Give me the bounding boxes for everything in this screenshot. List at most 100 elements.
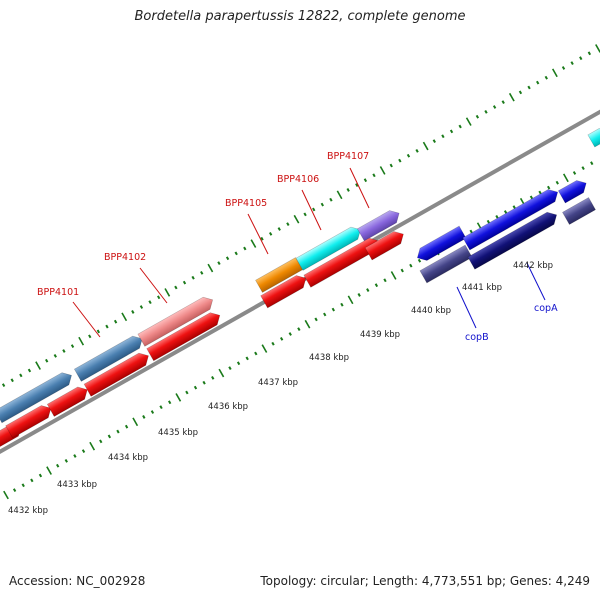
outer-ring-major-tick [465, 117, 472, 126]
gene-bpp4100b[interactable] [5, 402, 55, 439]
outer-ring-major-tick [379, 166, 386, 175]
gene-bpp4105[interactable] [255, 257, 303, 293]
gene-bpp4108[interactable] [364, 228, 407, 261]
inner-ring-minor-tick [279, 336, 284, 341]
outer-ring-minor-tick [432, 139, 436, 144]
inner-ring-minor-tick [486, 219, 491, 224]
gene-bpp4102-shape[interactable] [137, 294, 216, 347]
gene-label-bpp4101[interactable]: BPP4101 [37, 287, 79, 298]
gene-bpp4103[interactable] [146, 309, 224, 362]
inner-ring-major-tick [218, 368, 225, 378]
outer-ring-minor-tick [260, 236, 264, 241]
inner-ring-minor-tick [99, 439, 103, 444]
inner-ring-minor-tick [314, 317, 318, 322]
outer-ring-minor-tick [234, 251, 238, 256]
gene-bpp4112[interactable] [557, 177, 589, 204]
outer-ring-major-tick [207, 263, 214, 273]
inner-ring-minor-tick [124, 424, 129, 429]
gene-bpp4115-shape[interactable] [587, 125, 600, 148]
outer-ring-minor-tick [363, 178, 368, 183]
gene-label-copa[interactable]: copA [534, 303, 558, 314]
outer-ring-minor-tick [200, 271, 204, 275]
outer-ring-minor-tick [527, 85, 531, 90]
scale-label-4439: 4439 kbp [360, 330, 400, 340]
gene-bpp4107-shape[interactable] [356, 207, 402, 242]
inner-ring-minor-tick [116, 429, 120, 434]
outer-ring-minor-tick [536, 80, 540, 85]
gene-bpp4107[interactable] [356, 207, 402, 242]
gene-label-bpp4107[interactable]: BPP4107 [327, 151, 369, 162]
inner-ring-minor-tick [503, 210, 508, 214]
scale-label-4433: 4433 kbp [57, 480, 97, 490]
gene-bpp4105-shape[interactable] [255, 257, 303, 293]
gene-label-bpp4105[interactable]: BPP4105 [225, 198, 267, 209]
gene-bpp4110-shape[interactable] [414, 225, 467, 264]
inner-ring-minor-tick [56, 463, 60, 468]
gene-label-copb[interactable]: copB [465, 332, 489, 343]
gene-bpp4106[interactable] [295, 224, 364, 271]
outer-ring-minor-tick [389, 163, 393, 168]
outer-ring-major-tick [78, 336, 85, 346]
gene-bpp4104[interactable] [260, 272, 310, 309]
inner-ring-major-tick [46, 466, 52, 475]
outer-ring-minor-tick [1, 383, 6, 388]
gene-bpp4100-shape[interactable] [0, 369, 75, 424]
outer-ring-minor-tick [579, 56, 583, 61]
gene-bpp4103-shape[interactable] [146, 309, 224, 362]
gene-bpp4101-shape[interactable] [73, 333, 145, 382]
inner-ring-major-tick [562, 173, 569, 183]
outer-ring-minor-tick [518, 90, 523, 95]
inner-ring-minor-tick [202, 380, 206, 385]
gene-label-bpp4102[interactable]: BPP4102 [104, 252, 146, 263]
outer-ring-minor-tick [268, 231, 273, 236]
gene-bpp4111[interactable] [462, 186, 561, 251]
gene-bpp4111-shape[interactable] [462, 186, 561, 251]
inner-ring-minor-tick [142, 415, 146, 419]
gene-bpp4115[interactable] [587, 125, 600, 148]
gene-copa[interactable] [467, 209, 560, 270]
accession-text: Accession: NC_002928 [9, 574, 146, 588]
inner-ring-minor-tick [417, 258, 422, 263]
gene-bpp4100c-shape[interactable] [46, 384, 90, 417]
gene-bpp4100c[interactable] [46, 384, 90, 417]
gene-bpp4102[interactable] [137, 294, 216, 347]
inner-ring-minor-tick [288, 332, 292, 336]
scale-label-4435: 4435 kbp [158, 428, 198, 438]
gene-bpp4100b-shape[interactable] [5, 402, 55, 439]
gene-bpp4112-shape[interactable] [557, 177, 589, 204]
outer-ring-major-tick [595, 44, 600, 53]
inner-ring-minor-tick [572, 171, 577, 175]
outer-ring-major-tick [35, 361, 41, 370]
outer-ring-minor-tick [475, 114, 480, 119]
gene-label-bpp4106[interactable]: BPP4106 [277, 174, 319, 185]
outer-ring-major-tick [250, 239, 257, 248]
inner-ring-minor-tick [555, 180, 559, 185]
scale-label-4442: 4442 kbp [513, 261, 553, 271]
inner-ring-minor-tick [245, 356, 249, 361]
gene-copa-shape[interactable] [467, 209, 560, 270]
outer-ring-minor-tick [484, 109, 488, 114]
inner-ring-minor-tick [228, 366, 232, 371]
gene-bpp4104-shape[interactable] [260, 272, 310, 309]
gene-bpp4108-shape[interactable] [364, 228, 407, 261]
gene-bpp4101[interactable] [73, 333, 145, 382]
gene-bpp4113[interactable] [562, 197, 596, 225]
gene-bpp4100[interactable] [0, 369, 75, 424]
genome-title: Bordetella parapertussis 12822, complete… [134, 9, 466, 24]
gene-bpp4106-shape[interactable] [295, 224, 364, 271]
gene-bpp4110[interactable] [414, 225, 467, 264]
outer-ring-minor-tick [131, 310, 135, 314]
inner-ring-minor-tick [271, 341, 275, 346]
gene-bpp4101b[interactable] [83, 350, 152, 397]
gene-bpp4101b-shape[interactable] [83, 350, 152, 397]
gene-bpp4113-shape[interactable] [562, 197, 596, 225]
inner-ring-minor-tick [529, 195, 534, 200]
outer-ring-major-tick [551, 68, 558, 78]
outer-ring-minor-tick [88, 334, 92, 339]
outer-ring-minor-tick [191, 275, 195, 280]
outer-ring-major-tick [293, 214, 300, 224]
outer-ring-minor-tick [544, 75, 548, 80]
inner-ring-minor-tick [254, 351, 258, 356]
outer-ring-minor-tick [570, 61, 574, 65]
